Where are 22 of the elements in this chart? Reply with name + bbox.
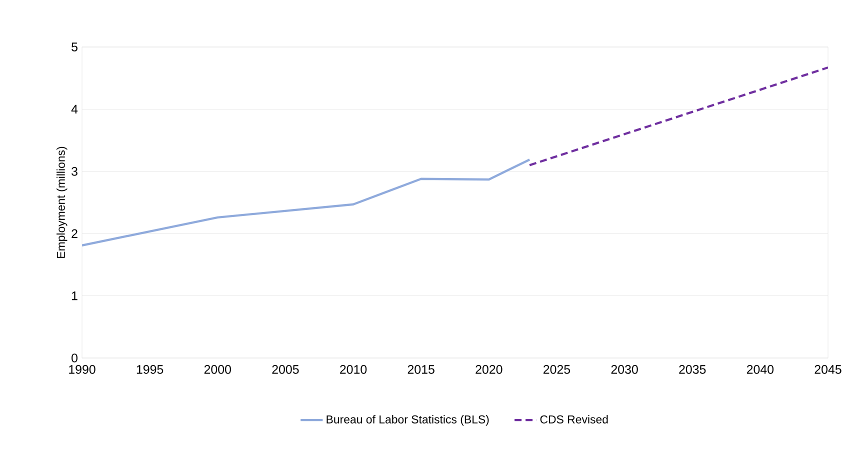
x-tick-label: 2025 bbox=[544, 365, 570, 374]
x-tick-label: 2015 bbox=[408, 365, 434, 374]
y-tick-label: 2 bbox=[72, 229, 78, 238]
x-tick-label: 2000 bbox=[204, 365, 231, 374]
x-tick-label: 1990 bbox=[69, 365, 96, 374]
y-tick-label: 5 bbox=[72, 42, 78, 52]
y-axis-title: Employment (millions) bbox=[56, 146, 68, 258]
x-tick-label: 2020 bbox=[476, 365, 502, 374]
x-tick-label: 2040 bbox=[746, 365, 774, 374]
x-tick-label: 2030 bbox=[611, 365, 638, 374]
x-tick-label: 2035 bbox=[679, 365, 706, 374]
y-tick-label: 0 bbox=[72, 354, 78, 362]
x-tick-label: 2045 bbox=[814, 365, 842, 374]
y-tick-label: 4 bbox=[71, 104, 78, 114]
x-tick-label: 1995 bbox=[136, 365, 164, 374]
legend-label: CDS Revised bbox=[540, 415, 608, 424]
y-tick-label: 3 bbox=[72, 166, 78, 176]
legend-label: Bureau of Labor Statistics (BLS) bbox=[326, 415, 489, 426]
y-tick-label: 1 bbox=[72, 292, 78, 300]
x-tick-label: 2005 bbox=[272, 365, 299, 374]
line-series bbox=[82, 158, 531, 247]
x-tick-label: 2010 bbox=[340, 365, 367, 374]
